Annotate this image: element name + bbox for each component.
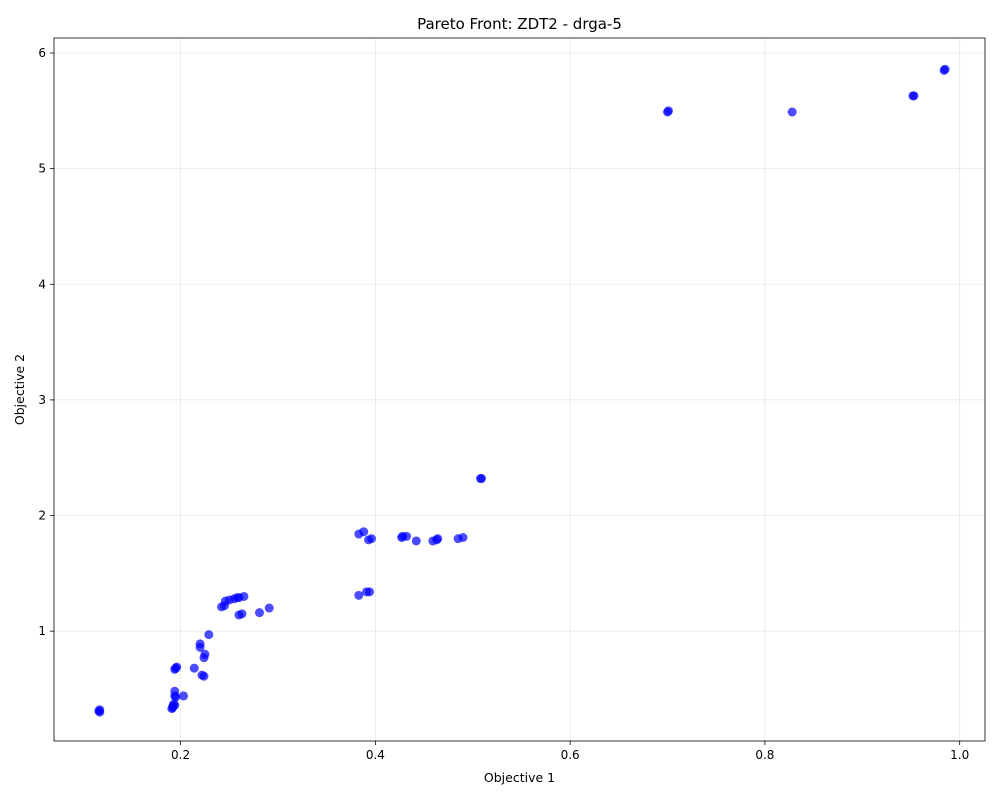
data-point xyxy=(171,663,181,673)
x-tick-label: 1.0 xyxy=(950,748,969,762)
data-point xyxy=(195,639,205,649)
data-point xyxy=(237,609,247,619)
data-point xyxy=(199,671,209,681)
y-axis-label: Objective 2 xyxy=(12,354,27,425)
data-point xyxy=(940,64,950,74)
plot-frame xyxy=(53,37,986,742)
y-tick-label: 2 xyxy=(38,509,46,523)
data-point xyxy=(168,702,178,712)
data-point xyxy=(239,591,249,601)
y-tick-label: 4 xyxy=(38,277,46,291)
data-point xyxy=(366,534,376,544)
chart-title: Pareto Front: ZDT2 - drga-5 xyxy=(417,15,622,33)
grid-lines xyxy=(54,38,985,741)
data-points xyxy=(94,64,950,717)
data-point xyxy=(477,474,487,484)
data-point xyxy=(95,707,105,717)
data-point xyxy=(411,536,421,546)
data-point xyxy=(189,663,199,673)
x-tick-label: 0.2 xyxy=(171,748,190,762)
data-point xyxy=(171,692,181,702)
data-point xyxy=(179,691,189,701)
y-tick-label: 6 xyxy=(38,46,46,60)
data-point xyxy=(402,531,412,541)
data-point xyxy=(204,630,214,640)
data-point xyxy=(458,533,468,542)
data-point xyxy=(663,106,673,116)
x-axis-label: Objective 1 xyxy=(484,770,555,785)
data-point xyxy=(359,527,369,537)
axis-ticks: 0.2 0.4 0.6 0.8 1.0 1 2 3 4 5 6 xyxy=(38,46,969,762)
data-point xyxy=(365,587,375,597)
x-tick-label: 0.8 xyxy=(755,748,774,762)
data-point xyxy=(254,608,264,618)
data-point xyxy=(354,590,364,600)
data-point xyxy=(909,91,919,101)
data-point xyxy=(433,534,443,544)
data-point xyxy=(264,603,274,613)
data-point xyxy=(787,107,797,117)
y-tick-label: 5 xyxy=(38,162,46,176)
y-tick-label: 3 xyxy=(38,393,46,407)
data-point xyxy=(200,649,210,659)
x-tick-label: 0.4 xyxy=(366,748,385,762)
y-tick-label: 1 xyxy=(38,624,46,638)
x-tick-label: 0.6 xyxy=(561,748,580,762)
